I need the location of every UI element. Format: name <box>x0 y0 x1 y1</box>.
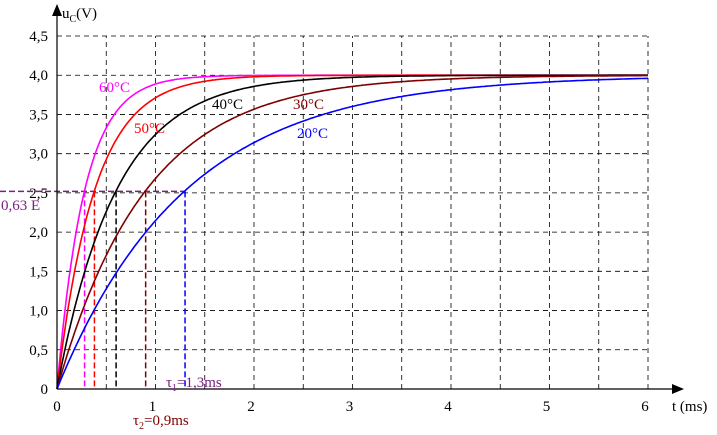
y-axis-label: uC(V) <box>62 6 97 25</box>
series-line-4 <box>56 77 649 390</box>
tau1-value: =1,3ms <box>177 375 222 391</box>
tau1-symbol: τ <box>166 375 172 391</box>
tau2-subscript: 2 <box>139 421 144 432</box>
y-tick-label-8: 4,0 <box>29 68 48 84</box>
x-tick-label-3: 3 <box>346 399 354 415</box>
x-axis-label: t (ms) <box>672 399 707 415</box>
x-axis-arrow <box>672 384 684 394</box>
y-tick-label-5: 2,5 <box>29 186 48 202</box>
grid <box>0 35 649 389</box>
y-axis-label-unit: (V) <box>76 6 97 22</box>
curve-label-40: 40°C <box>212 97 243 113</box>
tau2-value: =0,9ms <box>144 413 189 429</box>
tau2-symbol: τ <box>133 413 139 429</box>
y-tick-label-9: 4,5 <box>29 29 48 45</box>
x-tick-label-6: 6 <box>641 399 649 415</box>
y-tick-label-6: 3,0 <box>29 147 48 163</box>
x-tick-label-5: 5 <box>543 399 551 415</box>
tau-markers <box>83 191 186 389</box>
y-tick-label-0: 0 <box>41 382 49 398</box>
reference-level-label: 0,63 E <box>1 198 40 214</box>
y-tick-label-2: 1,0 <box>29 304 48 320</box>
series-layer <box>56 74 649 390</box>
curve-label-30: 30°C <box>293 97 324 113</box>
y-tick-label-7: 3,5 <box>29 107 48 123</box>
curve-label-60: 60°C <box>99 80 130 96</box>
axes <box>52 4 684 394</box>
curve-label-20: 20°C <box>297 126 328 142</box>
y-tick-label-1: 0,5 <box>29 343 48 359</box>
y-axis-label-main: u <box>62 6 70 22</box>
x-tick-label-1: 1 <box>149 399 157 415</box>
y-axis-arrow <box>52 4 62 16</box>
curve-label-50: 50°C <box>134 121 165 137</box>
y-axis-label-sub: C <box>70 14 77 25</box>
tau2-annotation: τ2=0,9ms <box>133 413 189 432</box>
ticks: 0 0,5 1,0 1,5 2,0 2,5 3,0 3,5 4,0 4,5 0 1 2 3 4 5 6 <box>29 29 649 415</box>
series-line-2 <box>56 74 648 390</box>
tau1-subscript: 1 <box>172 383 177 394</box>
series-line-3 <box>56 74 648 390</box>
x-tick-label-0: 0 <box>53 399 61 415</box>
x-tick-label-2: 2 <box>247 399 255 415</box>
y-tick-label-4: 2,0 <box>29 225 48 241</box>
y-tick-label-3: 1,5 <box>29 264 48 280</box>
x-tick-label-4: 4 <box>444 399 452 415</box>
tau1-annotation: τ1=1,3ms <box>166 375 222 394</box>
